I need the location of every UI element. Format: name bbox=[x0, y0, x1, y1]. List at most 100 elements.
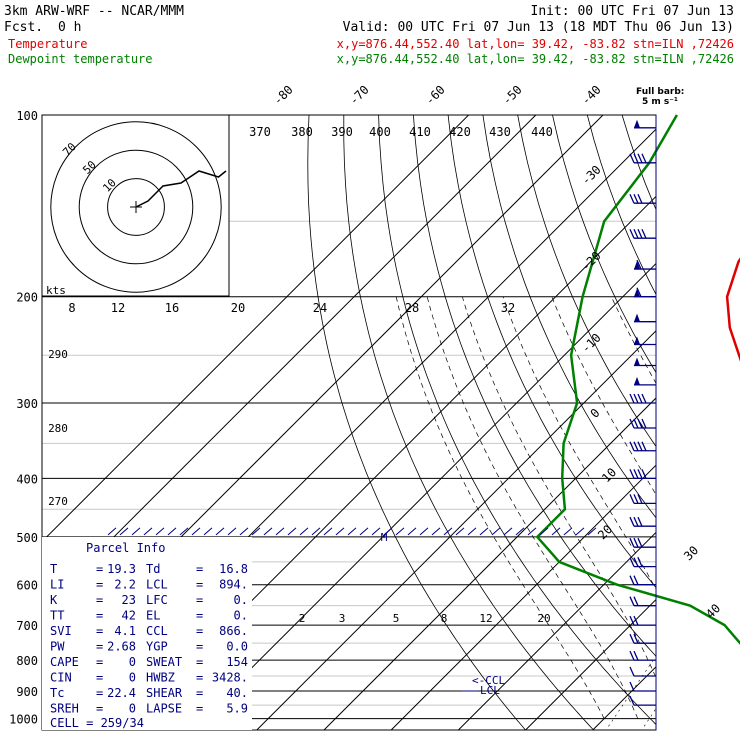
parcel-eq: = bbox=[96, 624, 103, 638]
hatch-mark bbox=[227, 527, 237, 536]
parcel-key: HWBZ bbox=[146, 671, 175, 685]
parcel-key: SWEAT bbox=[146, 655, 182, 669]
parcel-eq: = bbox=[96, 671, 103, 685]
hatch-mark bbox=[587, 527, 597, 536]
hatch-mark bbox=[563, 527, 573, 536]
dry-adiabat-line bbox=[307, 115, 526, 730]
temperature-tick-label: -60 bbox=[423, 83, 448, 108]
isotherm-line bbox=[727, 115, 740, 730]
parcel-eq: = bbox=[196, 702, 203, 716]
pressure-tick-label: 200 bbox=[16, 291, 38, 305]
parcel-key: CIN bbox=[50, 671, 72, 685]
wind-barb-full bbox=[633, 650, 639, 661]
hodograph-units: kts bbox=[46, 284, 66, 297]
dry-adiabat-line bbox=[482, 115, 656, 519]
dry-adiabat-line bbox=[343, 115, 595, 730]
theta-label: 280 bbox=[48, 422, 68, 435]
wind-barb-full bbox=[637, 537, 643, 548]
wind-barb-full bbox=[633, 494, 639, 504]
temperature-tick-label: -30 bbox=[579, 163, 604, 188]
parcel-value: 40. bbox=[226, 686, 248, 700]
wind-barb-full bbox=[633, 469, 639, 479]
hatch-mark bbox=[359, 527, 369, 536]
hatch-mark bbox=[347, 527, 357, 536]
isotherm-line bbox=[42, 115, 537, 610]
hatch-mark bbox=[179, 527, 189, 536]
temperature-tick-label: 40 bbox=[703, 601, 723, 621]
wind-barb-flag bbox=[634, 313, 640, 322]
parcel-value: 42 bbox=[122, 609, 136, 623]
wind-barb bbox=[629, 516, 656, 527]
moist-adiabat-line bbox=[551, 296, 656, 496]
parcel-key: CCL bbox=[146, 624, 168, 638]
wind-barb bbox=[634, 357, 656, 367]
temperature-tick-label: -50 bbox=[500, 83, 525, 108]
wind-barb bbox=[629, 695, 656, 706]
dewpoint-curve bbox=[535, 114, 740, 645]
fcst-label: Fcst. bbox=[4, 20, 43, 35]
isotherm-line bbox=[42, 115, 469, 543]
wind-barb-full bbox=[629, 537, 635, 548]
parcel-key: CAPE bbox=[50, 655, 79, 669]
dry-adiabat-line bbox=[413, 115, 656, 657]
wind-barb-full bbox=[637, 469, 643, 479]
wind-barb-flag bbox=[634, 376, 640, 385]
legend-temperature-name: Temperature bbox=[8, 37, 87, 51]
wind-barb-full bbox=[633, 516, 639, 527]
wind-barb-full bbox=[637, 494, 643, 504]
hatch-mark bbox=[491, 527, 501, 536]
wind-barb-flag bbox=[634, 288, 640, 297]
parcel-value: 22.4 bbox=[107, 686, 136, 700]
theta-label: 400 bbox=[369, 125, 391, 139]
parcel-eq: = bbox=[96, 562, 103, 576]
wind-barb-full bbox=[633, 596, 639, 606]
wind-barb-full bbox=[629, 494, 635, 504]
theta-label: 270 bbox=[48, 495, 68, 508]
hatch-mark bbox=[311, 527, 321, 536]
wind-barb-full bbox=[637, 557, 643, 567]
parcel-eq: = bbox=[196, 593, 203, 607]
wind-barb-full bbox=[629, 695, 635, 706]
parcel-key: Td bbox=[146, 562, 160, 576]
parcel-key: K bbox=[50, 593, 58, 607]
wind-barb bbox=[629, 557, 656, 568]
parcel-value: 0 bbox=[129, 671, 136, 685]
theta-label: 410 bbox=[409, 125, 431, 139]
mixing-ratio-line bbox=[734, 297, 740, 732]
mixing-ratio-label: 24 bbox=[313, 301, 327, 315]
hodograph-ring bbox=[107, 178, 165, 236]
pressure-tick-label: 100 bbox=[16, 109, 38, 123]
wind-barb-full bbox=[637, 393, 643, 404]
parcel-value: 2.68 bbox=[107, 640, 136, 654]
parcel-value: 0 bbox=[129, 702, 136, 716]
wind-barb-full bbox=[629, 441, 635, 452]
wind-barb-full bbox=[637, 516, 643, 527]
parcel-key: SREH bbox=[50, 702, 79, 716]
wind-barb bbox=[629, 596, 656, 607]
hatch-mark bbox=[251, 527, 261, 536]
hatch-mark bbox=[167, 527, 177, 536]
isotherm-line bbox=[660, 115, 740, 730]
pressure-tick-label: 700 bbox=[16, 619, 38, 633]
wind-barb bbox=[629, 537, 656, 548]
wind-barb-full bbox=[629, 516, 635, 527]
dry-adiabat-line bbox=[378, 115, 656, 726]
temperature-tick-label: 10 bbox=[599, 465, 619, 485]
moist-adiabat-line bbox=[395, 296, 605, 719]
parcel-value: 5.9 bbox=[226, 702, 248, 716]
moist-adiabat-line bbox=[611, 296, 656, 384]
pressure-tick-label: 500 bbox=[16, 531, 38, 545]
moist-adiabat-line bbox=[426, 296, 639, 719]
hatch-mark bbox=[503, 527, 513, 536]
moist-adiabat-line bbox=[686, 297, 740, 719]
wind-barb-full bbox=[629, 228, 635, 239]
wind-barb-full bbox=[637, 193, 643, 204]
parcel-value: 16.8 bbox=[219, 562, 248, 576]
wind-barb-full bbox=[629, 681, 635, 692]
parcel-key: SHEAR bbox=[146, 686, 183, 700]
model-title: 3km ARW-WRF -- NCAR/MMM bbox=[4, 4, 184, 19]
pressure-tick-label: 900 bbox=[16, 685, 38, 699]
temperature-tick-label: 20 bbox=[595, 522, 615, 542]
wind-barb-full bbox=[629, 596, 635, 606]
